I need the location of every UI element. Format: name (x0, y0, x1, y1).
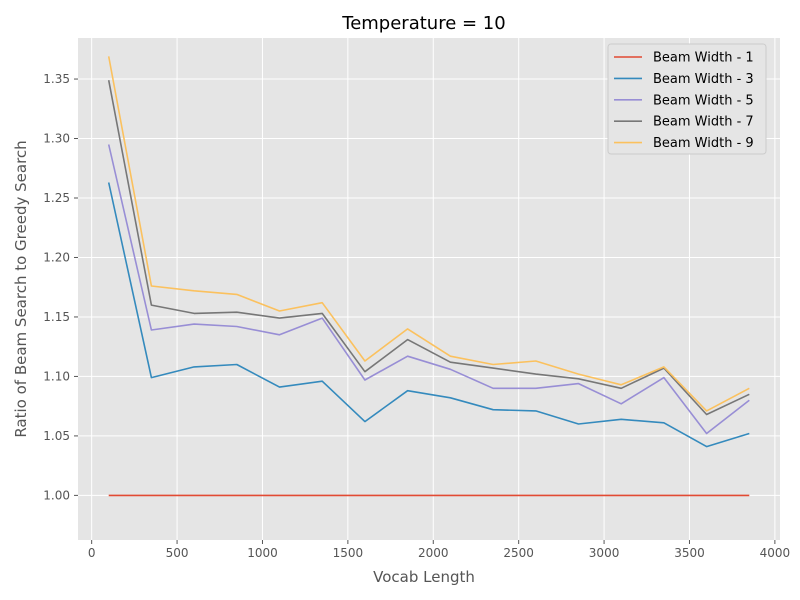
x-tick-label: 0 (88, 546, 96, 560)
legend: Beam Width - 1 Beam Width - 3 Beam Width -… (607, 43, 767, 155)
y-axis-ticks: 1.00 1.05 1.10 1.15 1.20 1.25 1.30 1.35 (43, 72, 78, 502)
x-tick-label: 2500 (503, 546, 534, 560)
x-tick-label: 1500 (333, 546, 364, 560)
x-tick-label: 4000 (760, 546, 791, 560)
x-axis-title: Vocab Length (373, 568, 475, 586)
chart-title: Temperature = 10 (341, 13, 505, 34)
x-axis-ticks: 0 500 1000 1500 2000 2500 3000 3500 4000 (88, 540, 790, 560)
legend-label: Beam Width - 5 (653, 93, 754, 108)
x-tick-label: 1000 (247, 546, 278, 560)
y-tick-label: 1.05 (43, 429, 70, 443)
y-tick-label: 1.10 (43, 369, 70, 383)
legend-label: Beam Width - 7 (653, 115, 754, 130)
x-tick-label: 3500 (674, 546, 705, 560)
series-line-3 (107, 144, 750, 435)
y-tick-label: 1.00 (43, 488, 70, 502)
y-axis-title: Ratio of Beam Search to Greedy Search (12, 140, 30, 437)
series-line-4 (107, 80, 750, 416)
legend-label: Beam Width - 3 (653, 72, 754, 87)
x-tick-label: 500 (166, 546, 189, 560)
y-tick-label: 1.20 (43, 250, 70, 264)
y-tick-label: 1.35 (43, 72, 70, 86)
series-line-5 (107, 56, 750, 412)
series-lines (107, 56, 750, 497)
x-tick-label: 3000 (589, 546, 620, 560)
legend-label: Beam Width - 9 (653, 136, 754, 151)
legend-label: Beam Width - 1 (653, 51, 754, 66)
x-tick-label: 2000 (418, 546, 449, 560)
y-tick-label: 1.30 (43, 132, 70, 146)
y-tick-label: 1.15 (43, 310, 70, 324)
y-tick-label: 1.25 (43, 191, 70, 205)
legend-box (607, 43, 767, 155)
series-line-2 (107, 182, 750, 448)
